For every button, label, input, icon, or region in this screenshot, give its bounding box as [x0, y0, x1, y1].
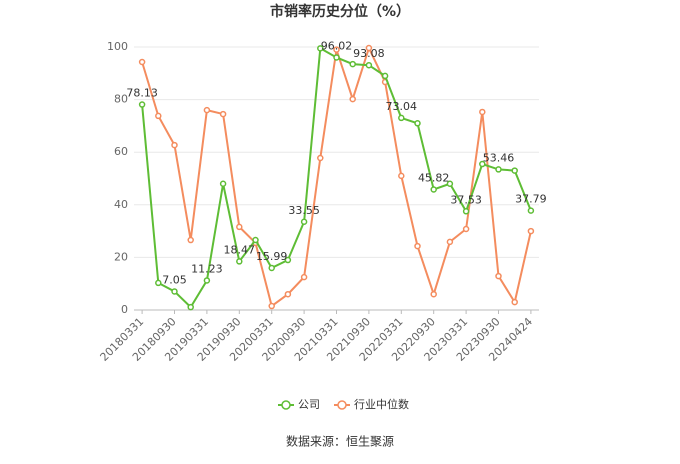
- point: [333, 54, 340, 61]
- point: [414, 242, 421, 250]
- point: [300, 218, 308, 226]
- y-tick-label: 100: [107, 40, 128, 53]
- point: [236, 258, 243, 265]
- point: [495, 166, 502, 173]
- data-label: 15.99: [256, 250, 288, 263]
- point: [511, 298, 518, 306]
- point: [300, 273, 308, 281]
- y-tick-label: 60: [114, 145, 128, 158]
- point: [252, 236, 259, 244]
- point: [284, 256, 292, 264]
- data-label: 45.82: [418, 171, 450, 184]
- point: [171, 288, 178, 295]
- point: [317, 154, 324, 162]
- data-label: 37.79: [515, 193, 547, 206]
- legend-label: 公司: [298, 398, 320, 411]
- data-label: 11.23: [191, 262, 223, 275]
- point: [365, 44, 373, 52]
- point: [317, 45, 324, 52]
- point: [155, 112, 162, 120]
- point: [495, 272, 502, 280]
- point: [511, 167, 518, 174]
- data-label: 33.55: [288, 204, 320, 217]
- point: [365, 61, 373, 69]
- point: [527, 207, 535, 214]
- legend-label: 行业中位数: [354, 397, 409, 411]
- point: [381, 72, 389, 80]
- y-tick-label: 40: [114, 198, 128, 211]
- data-label: 73.04: [386, 100, 418, 113]
- point: [138, 58, 146, 66]
- legend-marker: [281, 400, 291, 410]
- point: [462, 225, 470, 233]
- point: [268, 302, 275, 310]
- point: [219, 180, 227, 188]
- point: [203, 106, 211, 114]
- point: [398, 172, 405, 180]
- point: [171, 141, 178, 149]
- data-label: 37.53: [450, 193, 482, 206]
- point: [203, 277, 211, 284]
- point: [333, 46, 340, 53]
- point: [430, 186, 437, 193]
- legend-marker: [337, 400, 347, 410]
- point: [138, 101, 146, 108]
- y-tick-label: 80: [114, 93, 128, 106]
- point: [219, 110, 227, 118]
- point: [479, 108, 486, 116]
- point: [187, 236, 194, 244]
- data-label: 96.02: [321, 39, 353, 52]
- point: [155, 279, 162, 287]
- data-label: 18.47: [224, 243, 256, 256]
- data-label: 78.13: [126, 87, 158, 100]
- point: [414, 120, 421, 127]
- point: [430, 290, 437, 298]
- point: [236, 223, 243, 231]
- point: [462, 208, 470, 215]
- point: [446, 180, 454, 188]
- point: [268, 264, 275, 272]
- data-label: 53.46: [483, 151, 515, 164]
- y-tick-label: 20: [114, 250, 128, 263]
- data-label: 93.08: [353, 47, 385, 60]
- point: [398, 114, 405, 122]
- point: [446, 238, 454, 246]
- point: [187, 303, 194, 311]
- point: [527, 227, 535, 235]
- y-tick-label: 0: [121, 303, 128, 316]
- source: 数据来源：恒生聚源: [286, 434, 394, 449]
- point: [349, 95, 356, 103]
- point: [479, 160, 486, 168]
- point: [349, 60, 356, 68]
- point: [284, 290, 292, 298]
- data-label: 7.05: [162, 273, 187, 286]
- chart-title: 市销率历史分位（%）: [270, 3, 410, 20]
